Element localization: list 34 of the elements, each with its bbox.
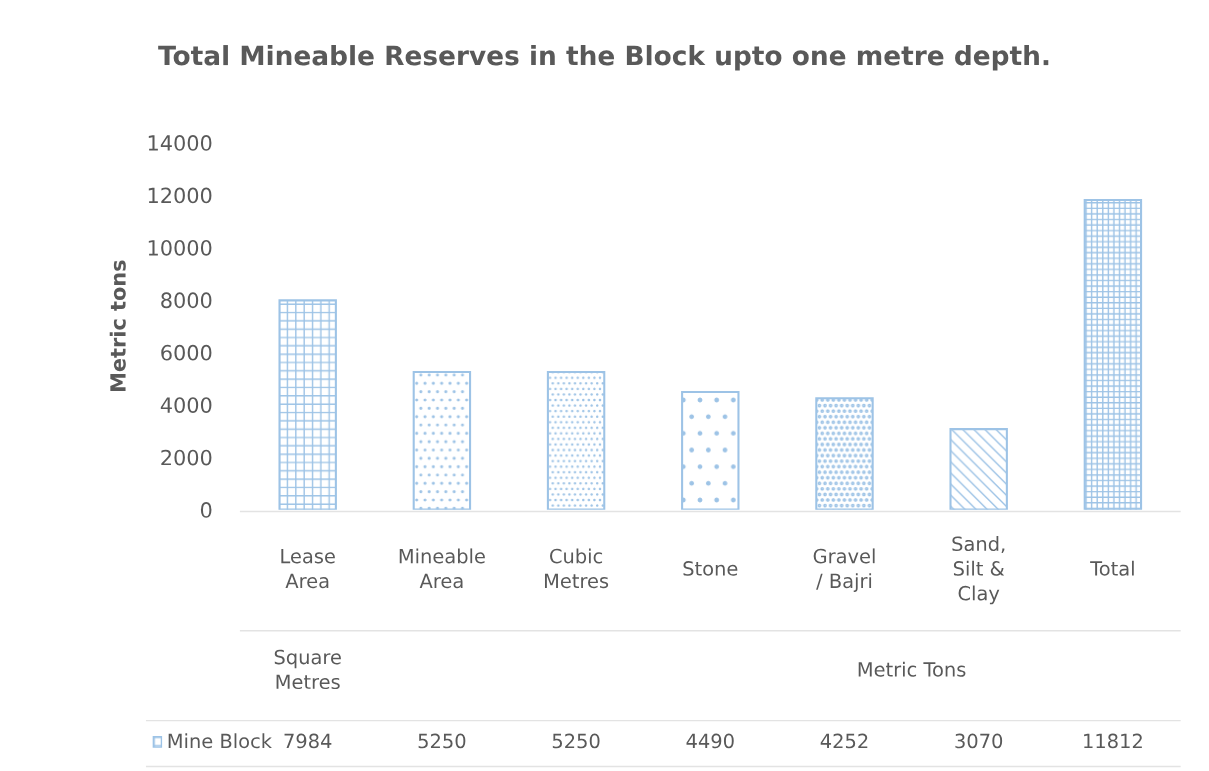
- bar: [412, 370, 472, 510]
- y-tick-label: 10000: [148, 239, 212, 256]
- x-tick-label: Lease Area: [281, 549, 335, 589]
- y-axis-title: Metric tons: [109, 260, 126, 391]
- x-tick-label: Stone: [683, 561, 738, 576]
- y-tick-label: 14000: [148, 135, 212, 151]
- x-tick-label: Total: [1090, 560, 1134, 576]
- bar: [1083, 198, 1143, 510]
- bar: [815, 397, 874, 510]
- x-tick-label: Sand, Silt & Clay: [952, 536, 1005, 605]
- data-label: 4252: [820, 733, 868, 749]
- bar: [681, 390, 740, 510]
- bar: [949, 428, 1008, 510]
- data-label: 4490: [686, 733, 734, 749]
- data-label: 11812: [1084, 733, 1142, 749]
- y-tick-label: 0: [200, 502, 212, 518]
- text: Square Metres: [274, 649, 341, 690]
- x-tick-label: Cubic Metres: [544, 548, 609, 589]
- data-label: 5250: [418, 733, 466, 749]
- x-tick-label: Mineable Area: [399, 548, 485, 589]
- chart-title: Total Mineable Reserves in the Block upto one metre depth.: [158, 45, 1049, 71]
- data-label: 7984: [284, 733, 332, 749]
- y-tick-label: 2000: [161, 449, 212, 466]
- y-tick-label: 6000: [161, 344, 212, 361]
- data-label: 5250: [552, 733, 600, 749]
- x-tick-label: Gravel / Bajri: [813, 548, 875, 592]
- bar: [546, 370, 606, 510]
- y-tick-label: 12000: [148, 187, 212, 204]
- text: Metric Tons: [858, 661, 966, 677]
- bar: [278, 299, 337, 510]
- data-label: 3070: [955, 733, 1003, 749]
- legend-label: Mine Block: [168, 733, 272, 749]
- y-tick-label: 8000: [161, 292, 212, 309]
- y-tick-label: 4000: [160, 397, 212, 413]
